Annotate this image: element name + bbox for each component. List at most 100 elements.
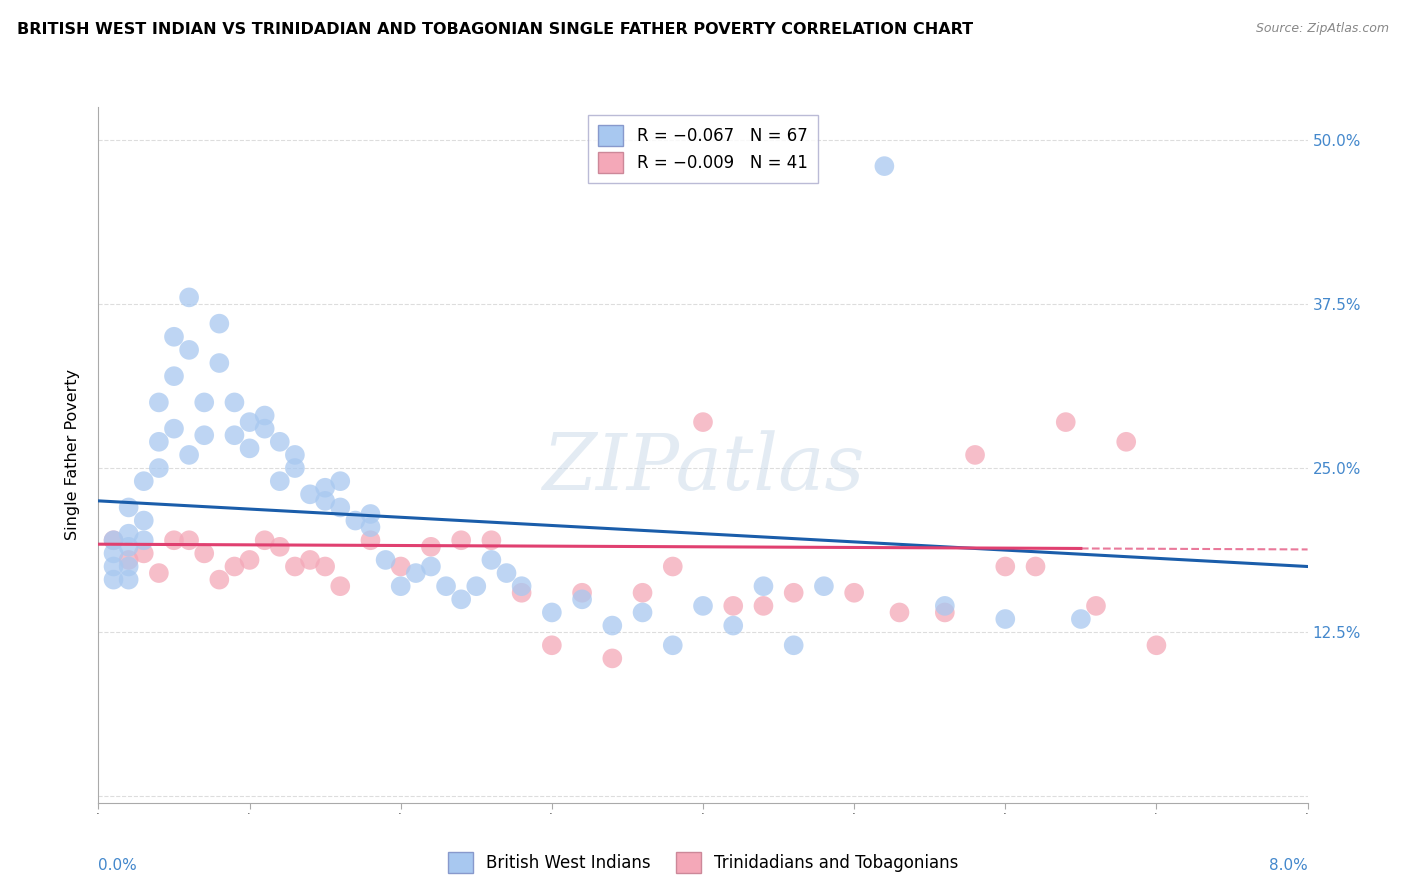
Point [360,533,382,548]
Point [965,448,987,462]
Point [132,533,155,548]
Point [450,592,472,607]
Point [193,428,215,442]
Point [994,612,1017,626]
Point [723,618,745,632]
Point [132,514,155,528]
Point [434,579,457,593]
Point [360,520,382,534]
Point [723,599,745,613]
Point [329,500,352,515]
Point [269,474,291,488]
Legend: British West Indians, Trinidadians and Tobagonians: British West Indians, Trinidadians and T… [441,846,965,880]
Point [148,461,170,475]
Point [374,553,396,567]
Point [224,428,246,442]
Point [1085,599,1108,613]
Point [602,651,624,665]
Point [118,526,141,541]
Point [224,395,246,409]
Point [284,461,307,475]
Y-axis label: Single Father Poverty: Single Father Poverty [65,369,80,541]
Point [163,369,186,384]
Point [692,599,714,613]
Text: ZIPatlas: ZIPatlas [541,431,865,507]
Point [179,448,201,462]
Point [783,638,806,652]
Point [1025,559,1047,574]
Point [1054,415,1077,429]
Point [314,559,336,574]
Point [661,559,683,574]
Point [389,559,412,574]
Point [269,434,291,449]
Point [239,415,262,429]
Point [179,343,201,357]
Point [103,573,125,587]
Text: BRITISH WEST INDIAN VS TRINIDADIAN AND TOBAGONIAN SINGLE FATHER POVERTY CORRELAT: BRITISH WEST INDIAN VS TRINIDADIAN AND T… [17,22,973,37]
Point [465,579,488,593]
Point [360,507,382,521]
Point [118,500,141,515]
Text: 8.0%: 8.0% [1268,858,1308,873]
Point [481,533,503,548]
Point [540,606,562,620]
Point [571,586,593,600]
Point [118,540,141,554]
Point [224,559,246,574]
Point [208,356,231,370]
Point [253,409,276,423]
Point [1115,434,1137,449]
Point [420,559,443,574]
Point [193,395,215,409]
Point [163,330,186,344]
Point [103,533,125,548]
Point [132,474,155,488]
Point [239,553,262,567]
Point [934,606,956,620]
Point [284,559,307,574]
Point [571,592,593,607]
Point [692,415,714,429]
Point [148,566,170,580]
Point [783,586,806,600]
Point [299,487,322,501]
Point [284,448,307,462]
Point [179,290,201,304]
Text: 0.0%: 0.0% [98,858,138,873]
Point [934,599,956,613]
Point [752,579,775,593]
Point [420,540,443,554]
Text: Source: ZipAtlas.com: Source: ZipAtlas.com [1256,22,1389,36]
Point [103,533,125,548]
Point [299,553,322,567]
Point [540,638,562,652]
Point [208,573,231,587]
Point [389,579,412,593]
Point [889,606,911,620]
Point [344,514,367,528]
Point [132,546,155,560]
Point [163,533,186,548]
Point [118,559,141,574]
Point [844,586,866,600]
Point [179,533,201,548]
Legend: R = −0.067   N = 67, R = −0.009   N = 41: R = −0.067 N = 67, R = −0.009 N = 41 [588,115,818,183]
Point [813,579,835,593]
Point [163,422,186,436]
Point [631,606,654,620]
Point [405,566,427,580]
Point [314,494,336,508]
Point [148,395,170,409]
Point [269,540,291,554]
Point [661,638,683,652]
Point [495,566,517,580]
Point [193,546,215,560]
Point [103,546,125,560]
Point [118,573,141,587]
Point [1146,638,1168,652]
Point [602,618,624,632]
Point [148,434,170,449]
Point [994,559,1017,574]
Point [1070,612,1092,626]
